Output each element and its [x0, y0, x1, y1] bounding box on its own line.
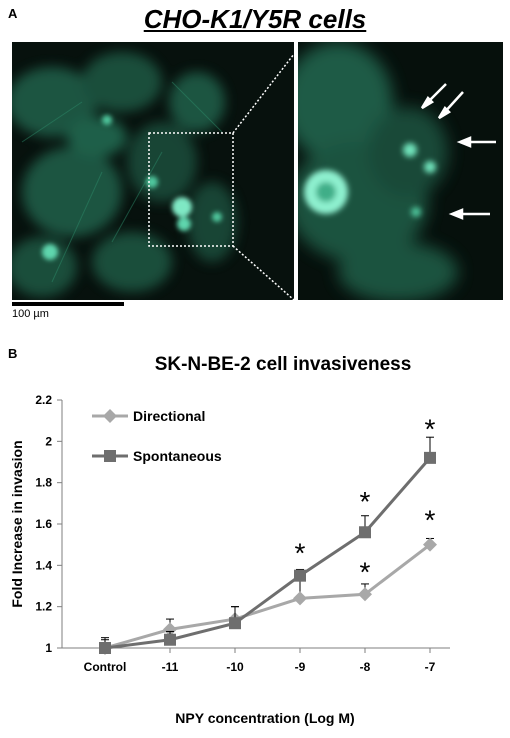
series-line — [104, 543, 431, 650]
data-point — [424, 451, 436, 464]
scale-bar — [12, 302, 124, 306]
x-axis-ticks: Control -11 -10 -9 -8 -7 — [84, 648, 436, 674]
x-tick-label: -7 — [425, 660, 436, 674]
data-point — [293, 591, 307, 606]
x-tick-label: -11 — [162, 660, 179, 674]
data-point — [164, 633, 176, 646]
x-axis-title: NPY concentration (Log M) — [175, 710, 354, 726]
data-point — [359, 526, 371, 539]
x-tick-label: Control — [84, 660, 127, 674]
data-point — [99, 642, 111, 654]
data-point — [229, 617, 241, 630]
panel-a-letter: A — [8, 6, 18, 21]
y-tick-label: 2 — [45, 434, 52, 448]
series-spontaneous — [99, 436, 436, 654]
y-axis-ticks: 1 1.2 1.4 1.6 1.8 2 2.2 — [35, 393, 62, 655]
significance-star: * — [360, 486, 371, 517]
series-directional — [98, 537, 437, 655]
legend-item-spontaneous: Spontaneous — [92, 448, 222, 464]
data-point — [358, 587, 372, 602]
y-tick-label: 1.8 — [35, 476, 52, 490]
legend-item-directional: Directional — [92, 408, 205, 424]
y-tick-label: 1.6 — [35, 517, 52, 531]
panel-b-letter: B — [8, 346, 18, 361]
series-line — [104, 456, 432, 650]
scale-label: 100 µm — [12, 308, 49, 320]
data-point — [294, 569, 306, 582]
legend-marker — [103, 409, 117, 423]
x-tick-label: -8 — [360, 660, 371, 674]
invasion-chart: SK-N-BE-2 cell invasiveness 1 1.2 1.4 1.6 1.… — [9, 354, 450, 726]
y-tick-label: 2.2 — [35, 393, 52, 407]
significance-star: * — [425, 414, 436, 445]
legend-label: Spontaneous — [133, 448, 222, 464]
legend-label: Directional — [133, 408, 205, 424]
micrograph-overview — [12, 42, 294, 300]
chart-title: SK-N-BE-2 cell invasiveness — [155, 354, 412, 375]
significance-star: * — [295, 538, 306, 569]
x-tick-label: -9 — [295, 660, 306, 674]
x-tick-label: -10 — [226, 660, 244, 674]
micrograph-zoom — [298, 42, 503, 300]
cells-title: CHO-K1/Y5R cells — [143, 4, 367, 34]
legend: Directional Spontaneous — [92, 408, 222, 464]
y-tick-label: 1.4 — [35, 558, 52, 572]
annotation-layer: * * * * * — [295, 414, 436, 588]
legend-marker — [104, 450, 116, 462]
significance-star: * — [360, 556, 371, 587]
y-tick-label: 1 — [45, 641, 52, 655]
data-point — [423, 537, 437, 552]
y-axis-title: Fold Increase in invasion — [9, 440, 25, 607]
series-layer — [98, 436, 437, 655]
significance-star: * — [425, 505, 436, 536]
data-point — [163, 622, 177, 637]
y-tick-label: 1.2 — [35, 600, 52, 614]
